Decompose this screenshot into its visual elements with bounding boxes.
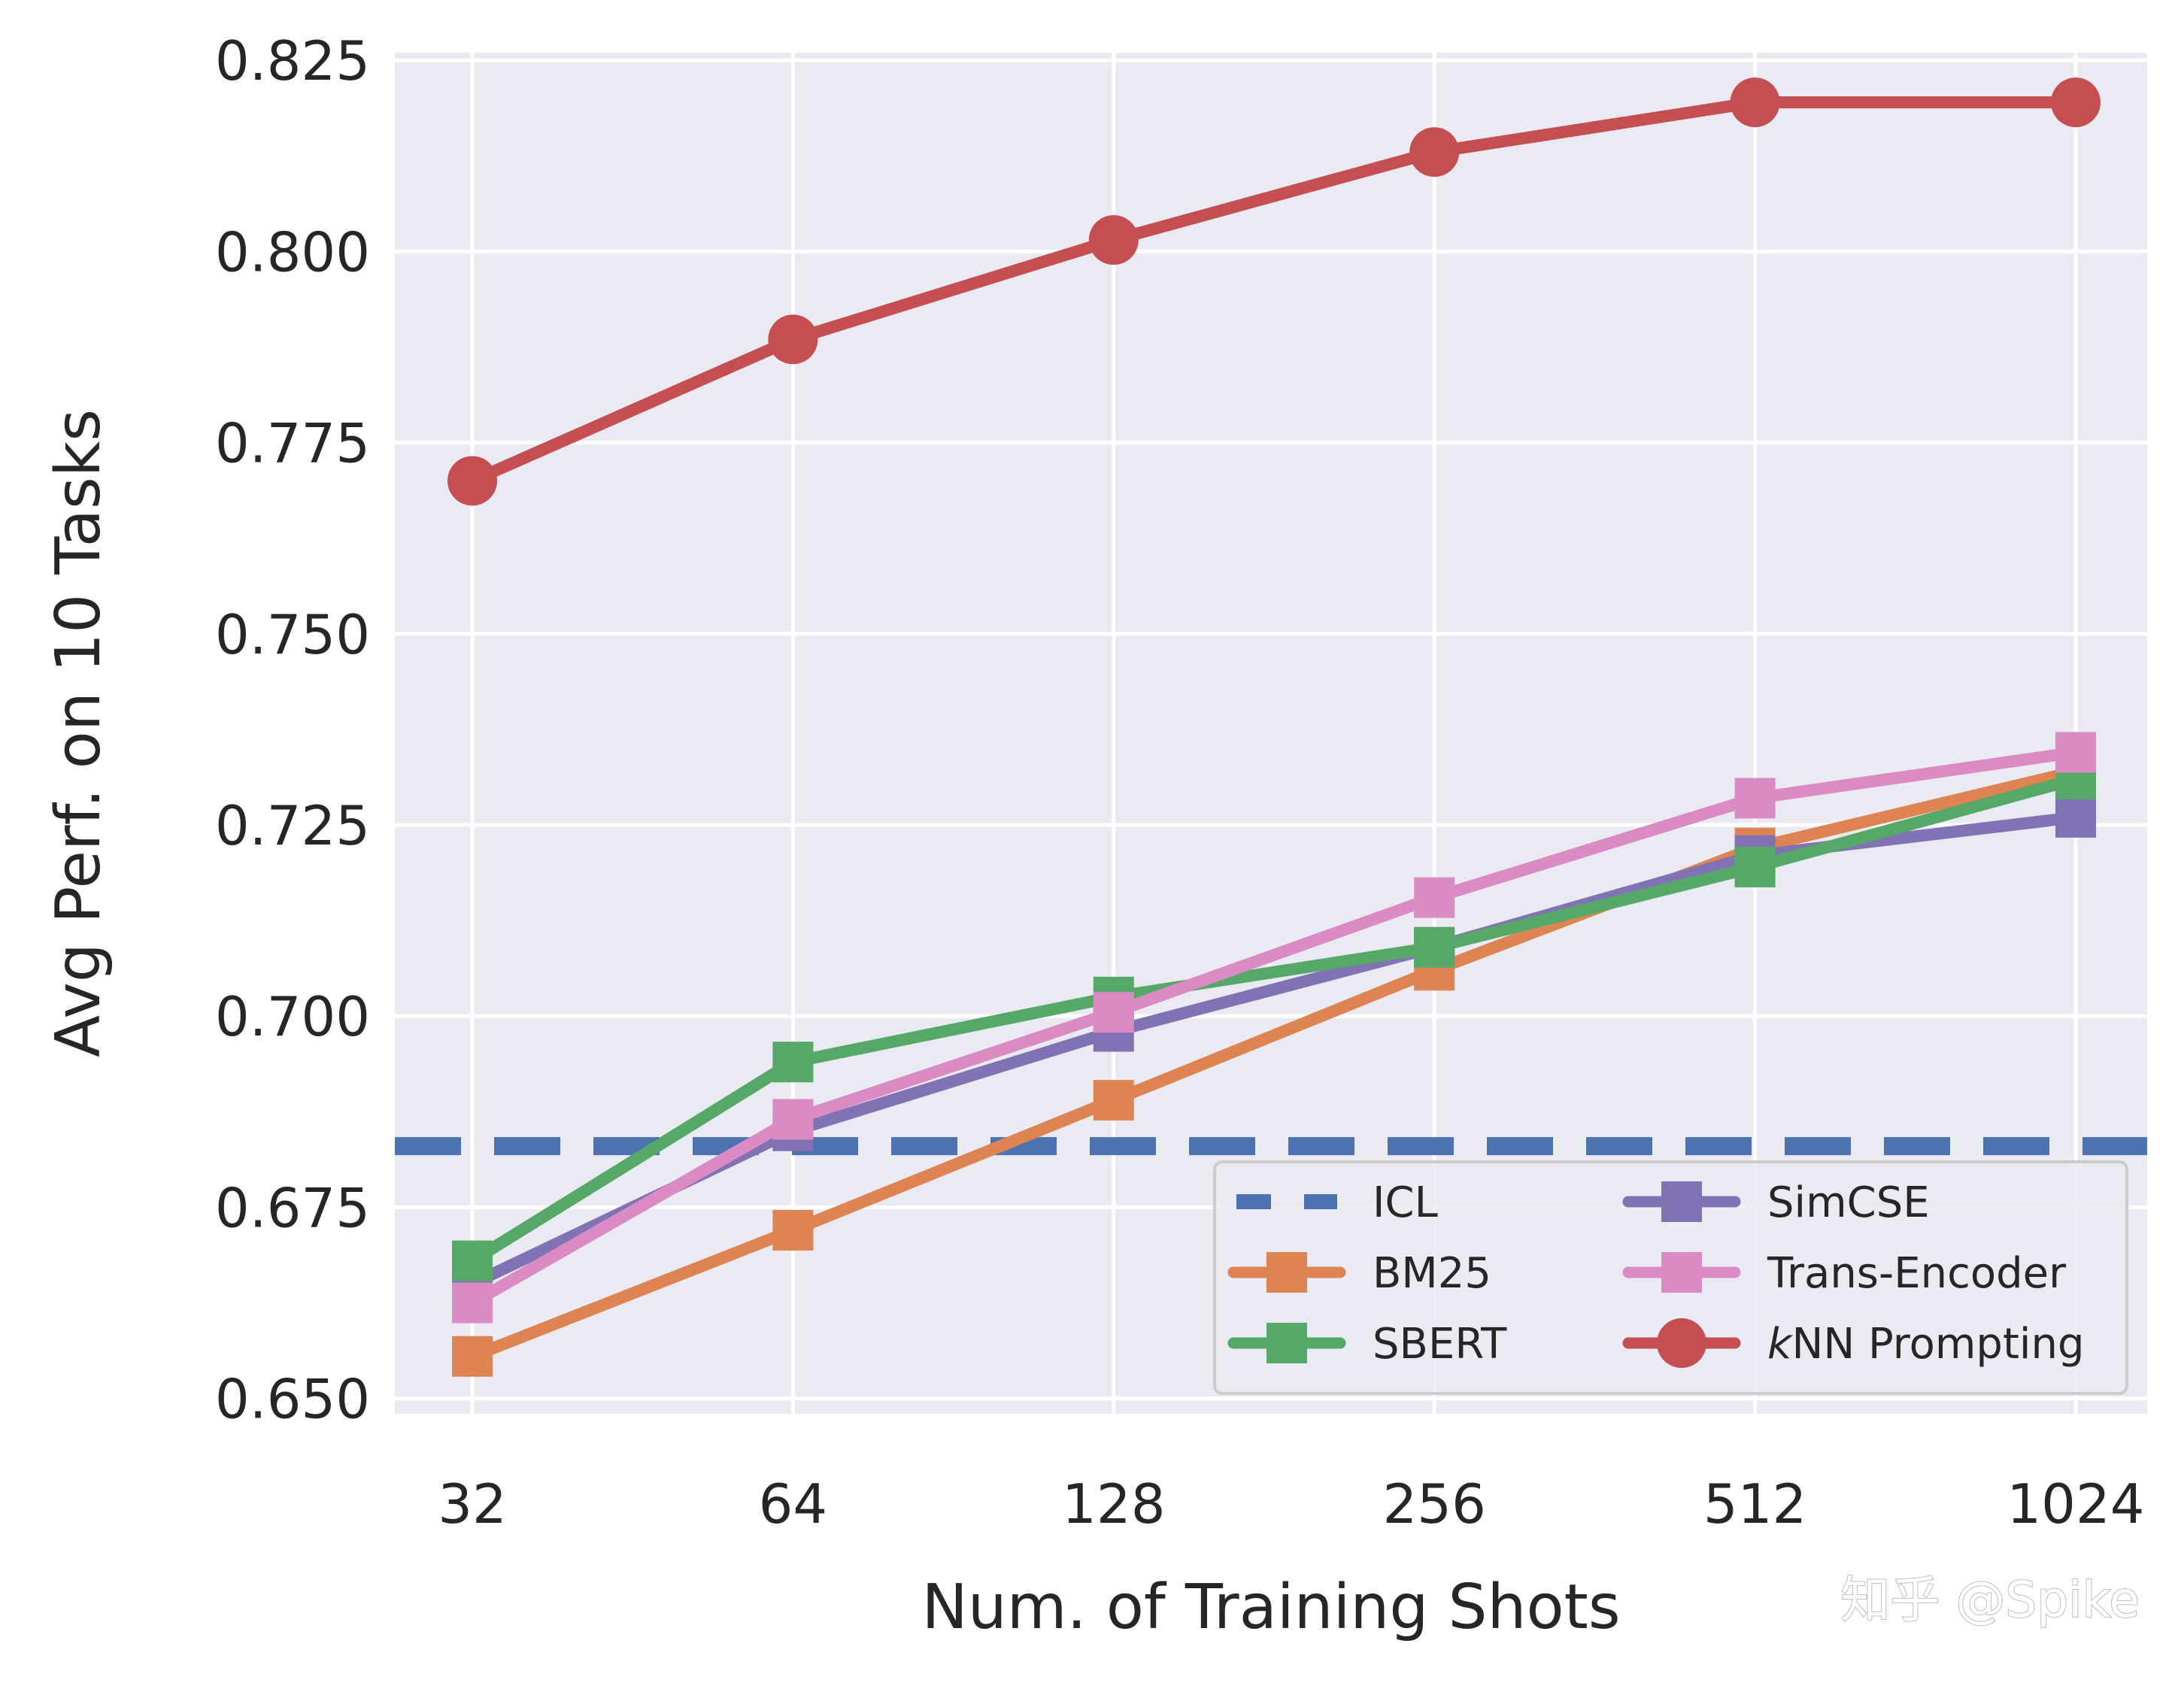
y-tick-label: 0.800 [215,220,370,284]
data-point-simcse [2055,796,2096,838]
data-point-trans-encoder [1414,877,1455,918]
legend-marker-knn-prompting [1657,1318,1706,1368]
data-point-trans-encoder [1734,778,1776,819]
data-point-trans-encoder [1093,992,1134,1033]
legend: ICL BM25 SBERT SimCSE Trans-Encoder kNN Promp… [1213,1160,2128,1395]
data-series [395,77,2147,1377]
data-point-knn-prompting [447,456,497,506]
data-point-bm25 [772,1209,814,1251]
legend-label-sbert: SBERT [1373,1320,1507,1369]
legend-marker-sbert [1266,1323,1307,1363]
y-tick-label: 0.650 [215,1368,370,1431]
y-tick-label: 0.825 [215,29,370,92]
series-trans-encoder [452,732,2096,1324]
x-tick-label: 1024 [2007,1472,2144,1536]
series-line-knn-prompting [466,96,2082,487]
data-point-sbert [1414,926,1455,968]
y-tick-label: 0.675 [215,1176,370,1239]
legend-marker-bm25 [1266,1252,1307,1293]
legend-label-bm25: BM25 [1373,1249,1491,1298]
x-tick-labels: 32 64 128 256 512 1024 [438,1472,2144,1536]
series-sbert [452,759,2096,1281]
data-point-sbert [452,1240,493,1281]
legend-marker-simcse [1661,1181,1702,1222]
data-point-sbert [772,1042,814,1083]
data-point-knn-prompting [1409,127,1460,177]
data-point-bm25 [1093,1080,1134,1121]
series-line-bm25 [466,765,2082,1363]
y-tick-label: 0.750 [215,603,370,666]
data-point-knn-prompting [768,314,818,365]
y-tick-label: 0.775 [215,412,370,475]
x-tick-label: 128 [1062,1472,1165,1536]
data-point-trans-encoder [2055,732,2096,773]
series-line-sbert [466,773,2082,1267]
data-point-knn-prompting [2051,77,2101,128]
legend-label-icl: ICL [1373,1178,1438,1227]
x-tick-label: 256 [1382,1472,1485,1536]
data-point-bm25 [452,1336,493,1377]
data-point-trans-encoder [452,1282,493,1324]
data-point-knn-prompting [1088,215,1139,265]
data-point-sbert [1734,846,1776,887]
x-axis-label: Num. of Training Shots [921,1572,1620,1643]
x-tick-label: 64 [759,1472,828,1536]
data-point-knn-prompting [1730,77,1780,128]
legend-label-knn-prompting: kNN Prompting [1767,1320,2085,1369]
series-knn-prompting [447,77,2101,506]
legend-marker-trans-encoder [1661,1252,1702,1293]
y-tick-label: 0.700 [215,985,370,1048]
y-tick-label: 0.725 [215,794,370,857]
x-tick-label: 32 [438,1472,507,1536]
y-axis-label: Avg Perf. on 10 Tasks [43,409,114,1057]
watermark: 知乎 @Spike [1840,1571,2140,1629]
data-point-trans-encoder [772,1099,814,1140]
y-tick-labels: 0.650 0.675 0.700 0.725 0.750 0.775 0.800 0.825 [215,29,370,1430]
x-tick-label: 512 [1703,1472,1806,1536]
legend-label-simcse: SimCSE [1767,1178,1930,1227]
legend-label-trans-encoder: Trans-Encoder [1767,1249,2067,1298]
series-line-trans-encoder [466,746,2082,1309]
